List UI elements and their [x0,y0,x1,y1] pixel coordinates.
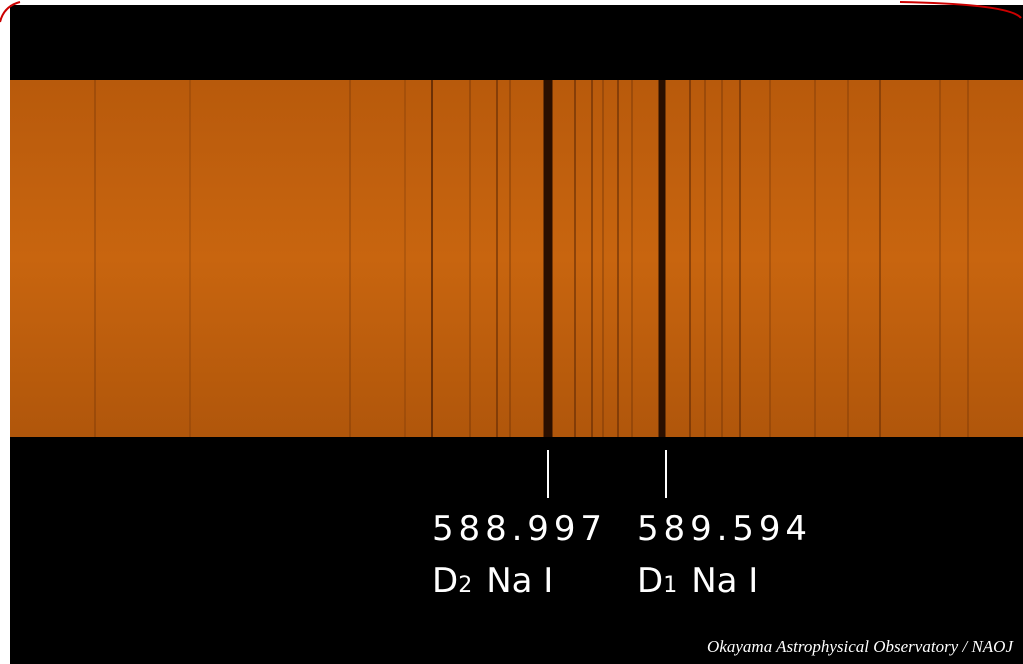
spectrum-image: 588.997 589.594 D2Na I D1Na I Okayama As… [0,0,1023,664]
line-species: Na I [691,561,758,601]
credit: Okayama Astrophysical Observatory / NAOJ [707,637,1014,656]
line-index: 1 [663,573,677,598]
line-index: 2 [458,573,472,598]
line-letter: D [432,561,458,601]
spectrum-band [10,80,1023,437]
line-species: Na I [486,561,553,601]
line-label: D1 Na I [637,561,758,601]
line-label: D2 Na I [432,561,553,601]
line-letter: D [637,561,663,601]
